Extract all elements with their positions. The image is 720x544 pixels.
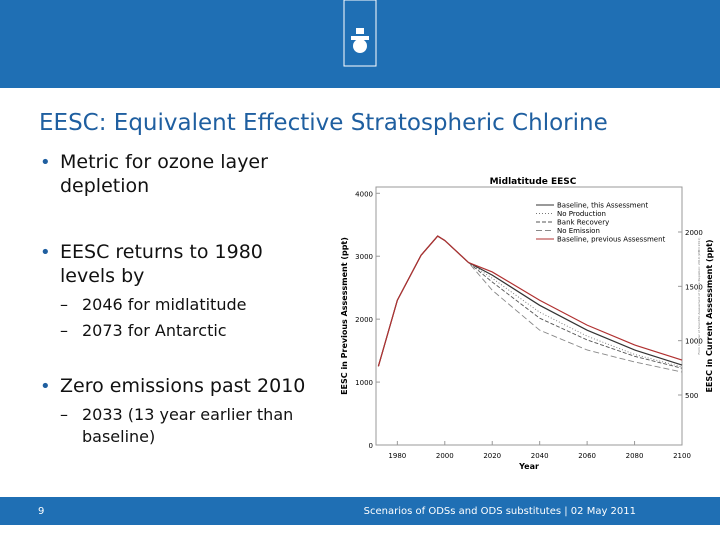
chart: Midlatitude EESC 1980 2000 2020 2040 2060 2080… [340, 170, 714, 475]
series-line [377, 235, 683, 367]
sub-dash: – [60, 295, 68, 314]
y2-axis-label: EESC in Current Assessment (ppt) [705, 239, 714, 392]
bullet-text: Metric for ozone layer depletion [60, 151, 268, 197]
footer-band [0, 497, 720, 525]
y2-tick-label: 2000 [685, 229, 703, 237]
footer-text: Scenarios of ODSs and ODS substitutes | … [364, 506, 636, 517]
legend-label: No Emission [557, 227, 600, 235]
legend-label: No Production [557, 210, 606, 218]
sub-dash: – [60, 405, 68, 424]
credit: From Chapter of Scientific Assessment of… [697, 238, 701, 355]
y2-tick-label: 1000 [685, 338, 703, 346]
sub-dash: – [60, 321, 68, 340]
y-axis-label: EESC in Previous Assessment (ppt) [340, 237, 349, 395]
x-tick-label: 2000 [436, 452, 454, 460]
legend-label: Baseline, this Assessment [557, 202, 648, 210]
chart-bg [340, 170, 706, 475]
x-axis-label: Year [518, 462, 539, 471]
x-tick-label: 2080 [626, 452, 644, 460]
y2-tick-label: 1500 [685, 283, 703, 291]
x-tick-label: 2100 [673, 452, 691, 460]
chart-title: Midlatitude EESC [490, 177, 577, 187]
bullet-dot: • [40, 376, 51, 397]
y-tick-label: 3000 [355, 253, 373, 261]
bullet-text: Zero emissions past 2010 [60, 375, 305, 397]
y-tick-label: 1000 [355, 379, 373, 387]
x-tick-label: 1980 [388, 452, 406, 460]
x-tick-label: 2040 [531, 452, 549, 460]
y2-tick-label: 500 [685, 392, 698, 400]
legend-label: Baseline, previous Assessment [557, 236, 666, 244]
plot-frame [375, 186, 683, 446]
y-tick-label: 0 [369, 442, 373, 450]
sub-bullet: 2046 for midlatitude [82, 295, 246, 314]
x-tick-label: 2020 [483, 452, 501, 460]
y-tick-label: 2000 [355, 316, 373, 324]
sub-bullet: 2073 for Antarctic [82, 321, 227, 340]
legend-label: Bank Recovery [557, 219, 609, 227]
slide-title: EESC: Equivalent Effective Stratospheric… [39, 110, 608, 136]
bullet-dot: • [40, 242, 51, 263]
logo [343, 0, 377, 67]
y-tick-label: 4000 [355, 190, 373, 198]
bullet-text: EESC returns to 1980 levels by [60, 241, 263, 287]
sub-bullet: 2033 (13 year earlier than baseline) [82, 405, 293, 446]
bullet-dot: • [40, 152, 51, 173]
page-number: 9 [38, 506, 44, 517]
x-tick-label: 2060 [578, 452, 596, 460]
